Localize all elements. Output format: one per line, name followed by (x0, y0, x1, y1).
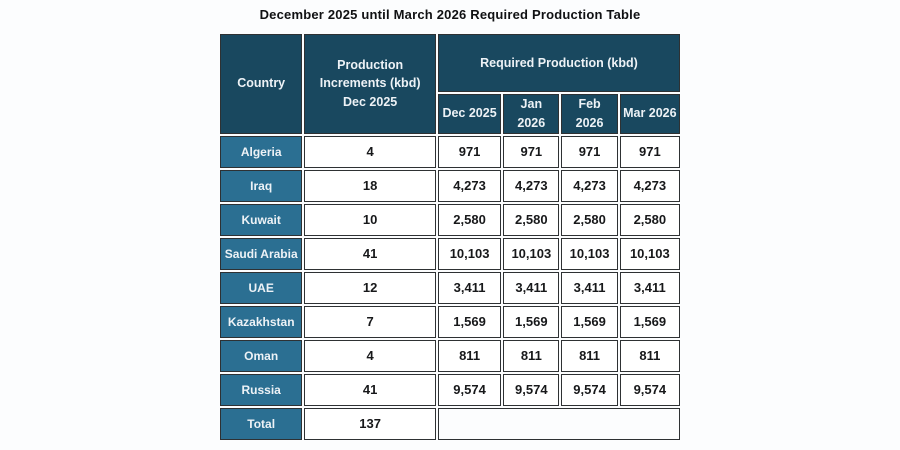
country-cell: Iraq (220, 169, 303, 202)
required-cell: 2,580 (619, 203, 680, 236)
country-cell: Algeria (220, 135, 303, 168)
required-cell: 10,103 (561, 237, 618, 270)
country-cell: Kuwait (220, 203, 303, 236)
required-cell: 10,103 (503, 237, 560, 270)
required-cell: 811 (561, 339, 618, 372)
increment-cell: 41 (304, 237, 436, 270)
table-row: Oman 4 811 811 811 811 (220, 339, 680, 372)
increment-cell: 4 (304, 135, 436, 168)
required-cell: 9,574 (561, 373, 618, 406)
country-cell: Oman (220, 339, 303, 372)
required-cell: 2,580 (561, 203, 618, 236)
col-header-increments-line1: Production Increments (kbd) (319, 57, 421, 91)
required-cell: 4,273 (561, 169, 618, 202)
required-cell: 971 (503, 135, 560, 168)
required-cell: 9,574 (503, 373, 560, 406)
table-footer: Total 137 (220, 407, 680, 440)
required-cell: 3,411 (561, 271, 618, 304)
required-cell: 971 (437, 135, 502, 168)
increment-cell: 18 (304, 169, 436, 202)
required-cell: 1,569 (503, 305, 560, 338)
required-cell: 3,411 (437, 271, 502, 304)
table-row: Kuwait 10 2,580 2,580 2,580 2,580 (220, 203, 680, 236)
required-cell: 1,569 (561, 305, 618, 338)
total-empty-cell (437, 407, 680, 440)
required-cell: 811 (619, 339, 680, 372)
increment-cell: 12 (304, 271, 436, 304)
required-cell: 4,273 (619, 169, 680, 202)
col-header-country: Country (220, 34, 303, 134)
table-row: Saudi Arabia 41 10,103 10,103 10,103 10,103 (220, 237, 680, 270)
country-cell: Russia (220, 373, 303, 406)
required-cell: 811 (437, 339, 502, 372)
header-row-1: Country Production Increments (kbd) Dec … (220, 34, 680, 134)
required-cell: 1,569 (437, 305, 502, 338)
country-cell: Kazakhstan (220, 305, 303, 338)
required-cell: 2,580 (503, 203, 560, 236)
table-row: UAE 12 3,411 3,411 3,411 3,411 (220, 271, 680, 304)
country-cell: UAE (220, 271, 303, 304)
required-cell: 971 (561, 135, 618, 168)
page-title: December 2025 until March 2026 Required … (259, 7, 641, 22)
col-header-increments: Production Increments (kbd) Dec 2025 (304, 34, 436, 134)
production-table: Country Production Increments (kbd) Dec … (218, 32, 682, 442)
required-cell: 10,103 (437, 237, 502, 270)
col-header-required-production: Required Production (kbd) (437, 34, 680, 92)
table-row: Kazakhstan 7 1,569 1,569 1,569 1,569 (220, 305, 680, 338)
col-header-feb-2026: Feb 2026 (561, 94, 618, 134)
required-cell: 4,273 (437, 169, 502, 202)
required-cell: 9,574 (619, 373, 680, 406)
col-header-jan-2026: Jan 2026 (503, 94, 560, 134)
header-row-2: Dec 2025 Jan 2026 Feb 2026 Mar 2026 (220, 94, 680, 134)
col-header-dec-2025: Dec 2025 (437, 94, 502, 134)
col-header-increments-line2: Dec 2025 (343, 95, 398, 110)
required-cell: 4,273 (503, 169, 560, 202)
increment-cell: 10 (304, 203, 436, 236)
required-cell: 10,103 (619, 237, 680, 270)
table-row: Iraq 18 4,273 4,273 4,273 4,273 (220, 169, 680, 202)
table-header: Country Production Increments (kbd) Dec … (220, 34, 680, 134)
required-cell: 971 (619, 135, 680, 168)
total-value-cell: 137 (304, 407, 436, 440)
increment-cell: 41 (304, 373, 436, 406)
col-header-mar-2026: Mar 2026 (619, 94, 680, 134)
required-cell: 3,411 (619, 271, 680, 304)
required-cell: 2,580 (437, 203, 502, 236)
increment-cell: 4 (304, 339, 436, 372)
table-row: Algeria 4 971 971 971 971 (220, 135, 680, 168)
required-cell: 811 (503, 339, 560, 372)
table-body: Algeria 4 971 971 971 971 Iraq 18 4,273 4,273 4,27… (220, 135, 680, 406)
required-cell: 9,574 (437, 373, 502, 406)
table-row: Russia 41 9,574 9,574 9,574 9,574 (220, 373, 680, 406)
country-cell: Saudi Arabia (220, 237, 303, 270)
required-cell: 3,411 (503, 271, 560, 304)
increment-cell: 7 (304, 305, 436, 338)
total-label-cell: Total (220, 407, 303, 440)
required-cell: 1,569 (619, 305, 680, 338)
total-row: Total 137 (220, 407, 680, 440)
